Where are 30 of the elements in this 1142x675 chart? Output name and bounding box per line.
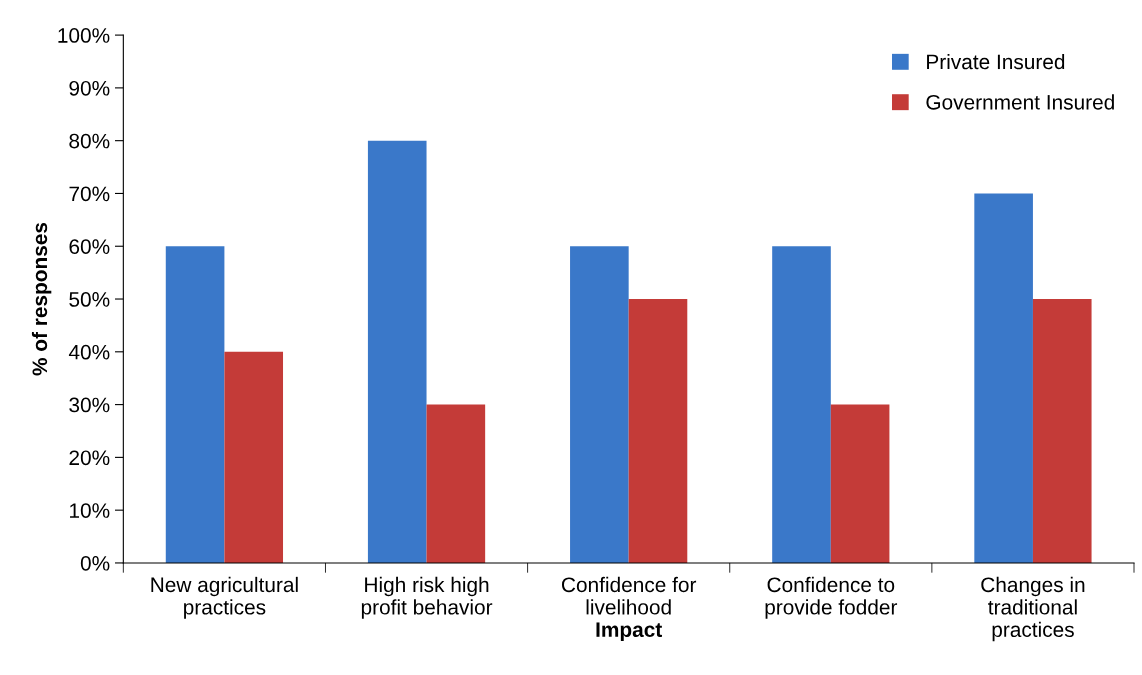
bar xyxy=(367,140,427,563)
bar xyxy=(426,404,486,563)
x-tick-label: Confidence for livelihood xyxy=(561,576,697,615)
y-tick-label: 70% xyxy=(69,186,110,202)
x-axis-title: Impact xyxy=(596,622,662,642)
y-tick-label: 100% xyxy=(58,28,110,43)
x-tick-label: New agricultural practices xyxy=(151,576,298,619)
legend-label: Government Insured xyxy=(926,94,1114,110)
y-tick-label: 80% xyxy=(69,133,110,149)
y-tick-label: 10% xyxy=(70,503,110,518)
y-tick-label: 40% xyxy=(68,344,110,360)
y-tick-label: 90% xyxy=(69,80,110,96)
y-tick-label: 0% xyxy=(80,555,110,571)
x-tick-label: High risk high profit behavior xyxy=(361,576,493,619)
bar xyxy=(224,351,284,563)
legend-label: Private Insured xyxy=(927,53,1065,70)
y-tick-label: 50% xyxy=(69,292,110,307)
x-tick-label: Confidence to provide fodder xyxy=(765,576,898,619)
bar xyxy=(772,246,831,563)
bar xyxy=(1032,299,1092,563)
y-tick-label: 20% xyxy=(69,450,110,466)
y-tick-label: 60% xyxy=(69,239,110,254)
x-tick-label: Changes in traditional practices xyxy=(981,576,1085,642)
bar xyxy=(974,193,1033,563)
bar xyxy=(830,404,890,563)
y-tick-label: 30% xyxy=(69,397,110,413)
bar xyxy=(628,299,688,563)
bar xyxy=(165,246,225,563)
y-axis-title: % of responses xyxy=(31,222,52,376)
bar xyxy=(570,246,629,563)
